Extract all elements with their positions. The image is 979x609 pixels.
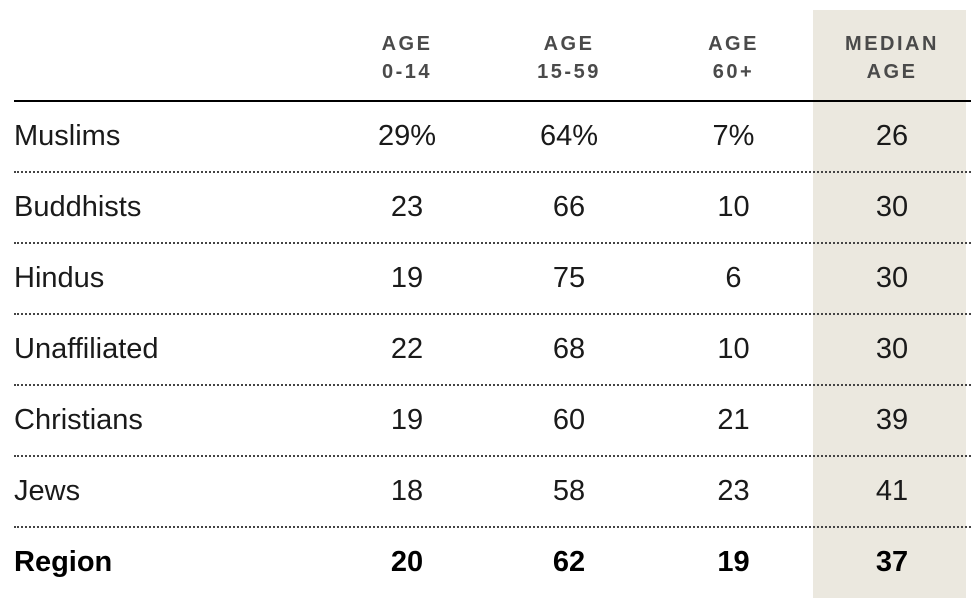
cell-age-60plus: 6 — [725, 262, 742, 294]
cell-age-15-59: 68 — [552, 333, 586, 365]
col-header-blank — [14, 86, 330, 100]
col-header-median-age: MEDIAN AGE — [845, 33, 939, 83]
cell-age-60plus: 21 — [717, 404, 750, 436]
table-row-unaffiliated: Unaffiliated 22 68 10 30 — [14, 315, 971, 386]
cell-median-age: 30 — [875, 262, 909, 294]
cell-age-15-59: 64% — [539, 120, 599, 152]
cell-median-age: 30 — [875, 333, 909, 365]
cell-age-60plus: 7% — [712, 120, 755, 152]
cell-age-60plus: 10 — [717, 191, 750, 223]
cell-age-0-14: 22 — [390, 333, 424, 365]
col-header-age-60plus: AGE 60+ — [708, 33, 759, 83]
col-header-age-15-59: AGE 15-59 — [537, 33, 601, 83]
table-row-region-total: Region 20 62 19 37 — [14, 528, 971, 597]
table-row-muslims: Muslims 29% 64% 7% 26 — [14, 102, 971, 173]
cell-age-15-59: 58 — [552, 475, 586, 507]
cell-age-60plus: 10 — [717, 333, 750, 365]
row-label: Hindus — [14, 262, 105, 294]
cell-age-15-59: 62 — [552, 546, 586, 578]
cell-age-0-14: 19 — [390, 404, 424, 436]
table-header-row: AGE 0-14 AGE 15-59 AGE 60+ MEDIAN AGE — [14, 0, 971, 102]
row-label: Unaffiliated — [14, 333, 159, 365]
cell-age-15-59: 60 — [552, 404, 586, 436]
median-age-column-highlight — [813, 10, 966, 598]
table-row-buddhists: Buddhists 23 66 10 30 — [14, 173, 971, 244]
col-header-age-0-14: AGE 0-14 — [381, 33, 433, 83]
row-label: Jews — [14, 475, 81, 507]
data-table: AGE 0-14 AGE 15-59 AGE 60+ MEDIAN AGE Mu… — [14, 0, 971, 597]
cell-age-0-14: 18 — [390, 475, 424, 507]
cell-median-age: 37 — [875, 546, 909, 578]
cell-age-60plus: 19 — [717, 546, 750, 578]
cell-age-60plus: 23 — [717, 475, 750, 507]
cell-median-age: 26 — [875, 120, 909, 152]
table-row-jews: Jews 18 58 23 41 — [14, 457, 971, 528]
cell-median-age: 41 — [875, 475, 909, 507]
row-label: Region — [14, 546, 113, 578]
cell-age-0-14: 20 — [390, 546, 424, 578]
cell-age-15-59: 75 — [552, 262, 586, 294]
row-label: Muslims — [14, 120, 121, 152]
row-label: Christians — [14, 404, 143, 436]
cell-age-15-59: 66 — [552, 191, 586, 223]
table-row-hindus: Hindus 19 75 6 30 — [14, 244, 971, 315]
cell-age-0-14: 19 — [390, 262, 424, 294]
row-label: Buddhists — [14, 191, 142, 223]
cell-age-0-14: 29% — [377, 120, 437, 152]
cell-median-age: 30 — [875, 191, 909, 223]
table-row-christians: Christians 19 60 21 39 — [14, 386, 971, 457]
cell-age-0-14: 23 — [390, 191, 424, 223]
cell-median-age: 39 — [875, 404, 909, 436]
